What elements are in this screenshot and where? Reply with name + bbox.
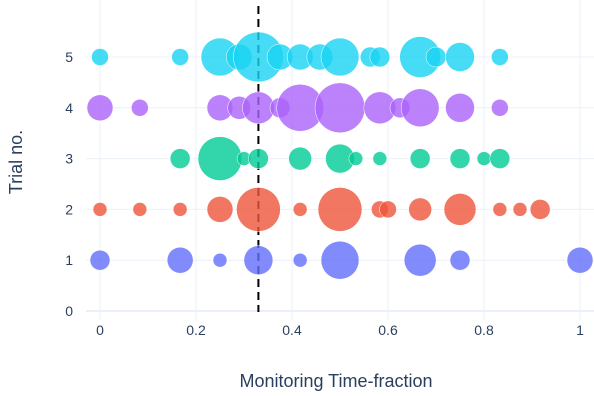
data-point xyxy=(242,91,275,125)
data-point xyxy=(131,99,149,117)
markers-layer xyxy=(86,31,594,280)
data-point xyxy=(171,48,189,66)
data-point xyxy=(317,187,363,232)
data-point xyxy=(489,148,511,169)
data-point xyxy=(408,197,432,222)
series-trial-3 xyxy=(169,136,511,181)
data-point xyxy=(491,48,509,66)
data-point xyxy=(212,252,228,268)
x-tick-label: 1 xyxy=(576,322,584,338)
x-tick-label: 0 xyxy=(96,322,104,338)
data-point xyxy=(443,193,477,226)
data-point xyxy=(92,202,108,217)
data-point xyxy=(476,151,492,166)
data-point xyxy=(91,48,109,66)
data-point xyxy=(566,246,594,274)
data-point xyxy=(409,148,431,169)
data-point xyxy=(445,42,475,72)
y-tick-label: 4 xyxy=(65,100,73,116)
data-point xyxy=(445,93,475,123)
data-point xyxy=(425,46,447,68)
data-point xyxy=(449,249,471,271)
x-tick-label: 0.6 xyxy=(378,322,398,338)
data-point xyxy=(320,37,360,77)
data-point xyxy=(248,148,269,169)
data-point xyxy=(243,245,274,275)
x-tick-label: 0.8 xyxy=(474,322,494,338)
y-tick-label: 3 xyxy=(65,151,73,167)
data-point xyxy=(166,246,194,274)
y-tick-label: 2 xyxy=(65,201,73,217)
data-point xyxy=(369,46,391,68)
data-point xyxy=(403,243,437,277)
data-point xyxy=(236,187,281,232)
data-point xyxy=(320,240,360,280)
data-point xyxy=(89,249,111,271)
data-point xyxy=(491,99,509,117)
x-axis-title: Monitoring Time-fraction xyxy=(239,371,432,391)
data-point xyxy=(288,146,312,171)
series-trial-4 xyxy=(86,82,509,134)
data-point xyxy=(206,196,234,223)
y-axis-title: Trial no. xyxy=(6,130,26,194)
data-point xyxy=(379,200,397,219)
y-tick-label: 0 xyxy=(65,303,73,319)
data-point xyxy=(449,148,471,169)
data-point xyxy=(86,94,114,122)
tick-labels-layer: 0 0.2 0.4 0.6 0.8 1 0 1 2 3 4 5 xyxy=(65,49,584,338)
data-point xyxy=(169,148,191,169)
data-point xyxy=(132,202,148,217)
data-point xyxy=(314,82,366,134)
data-point xyxy=(372,151,388,166)
data-point xyxy=(292,252,308,268)
x-tick-label: 0.4 xyxy=(282,322,302,338)
data-point xyxy=(197,136,243,181)
data-point xyxy=(400,88,440,128)
data-point xyxy=(529,199,551,220)
x-tick-label: 0.2 xyxy=(186,322,206,338)
y-tick-label: 1 xyxy=(65,252,73,268)
series-trial-5 xyxy=(91,31,509,83)
data-point xyxy=(172,202,188,217)
data-point xyxy=(348,151,364,166)
series-trial-2 xyxy=(92,187,551,232)
data-point xyxy=(512,202,528,217)
data-point xyxy=(292,202,308,217)
data-point xyxy=(492,202,508,217)
y-tick-label: 5 xyxy=(65,49,73,65)
series-trial-1 xyxy=(89,240,594,280)
